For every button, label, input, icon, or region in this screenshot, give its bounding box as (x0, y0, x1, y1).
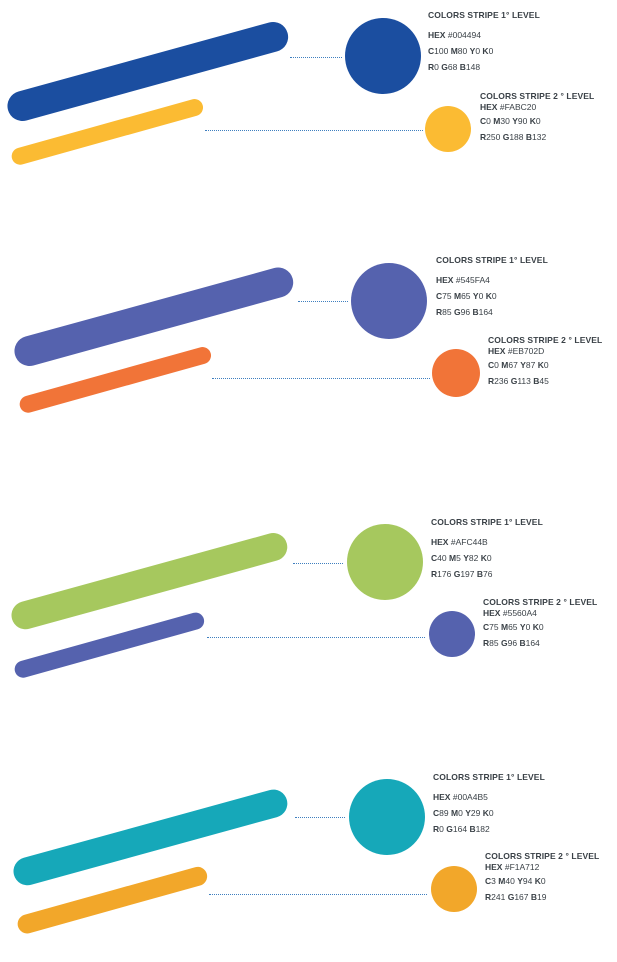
rgb-line: R241 G167 B19 (485, 892, 547, 902)
primary-color-swatch (347, 524, 423, 600)
hex-line: HEX #545FA4 (436, 275, 490, 285)
primary-title: COLORS STRIPE 1° LEVEL (428, 10, 540, 20)
primary-title: COLORS STRIPE 1° LEVEL (433, 772, 545, 782)
secondary-connector-dots (205, 130, 423, 131)
cmyk-line: C0 M67 Y87 K0 (488, 360, 549, 370)
primary-connector-dots (295, 817, 345, 818)
cmyk-line: C3 M40 Y94 K0 (485, 876, 546, 886)
secondary-connector-dots (209, 894, 427, 895)
cmyk-line: C40 M5 Y82 K0 (431, 553, 492, 563)
rgb-line: R236 G113 B45 (488, 376, 549, 386)
primary-color-info: COLORS STRIPE 1° LEVEL HEX #545FA4 C75 M… (436, 254, 548, 320)
hex-line: HEX #AFC44B (431, 537, 488, 547)
secondary-connector-dots (207, 637, 425, 638)
cmyk-line: C0 M30 Y90 K0 (480, 116, 541, 126)
secondary-color-info: COLORS STRIPE 2 ° LEVEL HEX #FABC20 C0 M… (480, 90, 594, 145)
secondary-color-info: COLORS STRIPE 2 ° LEVEL HEX #F1A712 C3 M… (485, 850, 599, 905)
hex-line: HEX #004494 (428, 30, 481, 40)
color-group-1: COLORS STRIPE 1° LEVEL HEX #004494 C100 … (0, 0, 617, 200)
secondary-color-info: COLORS STRIPE 2 ° LEVEL HEX #EB702D C0 M… (488, 334, 602, 389)
primary-color-swatch (349, 779, 425, 855)
primary-color-info: COLORS STRIPE 1° LEVEL HEX #AFC44B C40 M… (431, 516, 543, 582)
hex-line: HEX #EB702D (488, 346, 545, 356)
secondary-color-swatch (431, 866, 477, 912)
primary-color-info: COLORS STRIPE 1° LEVEL HEX #004494 C100 … (428, 9, 540, 75)
primary-stripe (4, 18, 292, 125)
primary-stripe (11, 264, 297, 370)
primary-color-swatch (345, 18, 421, 94)
secondary-color-swatch (425, 106, 471, 152)
secondary-color-swatch (429, 611, 475, 657)
primary-color-info: COLORS STRIPE 1° LEVEL HEX #00A4B5 C89 M… (433, 771, 545, 837)
primary-color-swatch (351, 263, 427, 339)
cmyk-line: C89 M0 Y29 K0 (433, 808, 494, 818)
primary-connector-dots (298, 301, 348, 302)
secondary-title: COLORS STRIPE 2 ° LEVEL (488, 335, 603, 345)
primary-connector-dots (293, 563, 343, 564)
primary-stripe (10, 786, 291, 889)
hex-line: HEX #00A4B5 (433, 792, 488, 802)
color-group-4: COLORS STRIPE 1° LEVEL HEX #00A4B5 C89 M… (0, 762, 617, 962)
cmyk-line: C100 M80 Y0 K0 (428, 46, 494, 56)
rgb-line: R85 G96 B164 (483, 638, 540, 648)
secondary-color-swatch (432, 349, 480, 397)
primary-connector-dots (290, 57, 342, 58)
primary-title: COLORS STRIPE 1° LEVEL (431, 517, 543, 527)
secondary-title: COLORS STRIPE 2 ° LEVEL (485, 851, 600, 861)
secondary-title: COLORS STRIPE 2 ° LEVEL (480, 91, 595, 101)
rgb-line: R250 G188 B132 (480, 132, 547, 142)
hex-line: HEX #5560A4 (483, 608, 537, 618)
secondary-color-info: COLORS STRIPE 2 ° LEVEL HEX #5560A4 C75 … (483, 596, 597, 651)
hex-line: HEX #FABC20 (480, 102, 537, 112)
primary-title: COLORS STRIPE 1° LEVEL (436, 255, 548, 265)
color-group-3: COLORS STRIPE 1° LEVEL HEX #AFC44B C40 M… (0, 507, 617, 707)
rgb-line: R85 G96 B164 (436, 307, 493, 317)
hex-line: HEX #F1A712 (485, 862, 540, 872)
color-group-2: COLORS STRIPE 1° LEVEL HEX #545FA4 C75 M… (0, 245, 617, 445)
hex-value: #004494 (447, 30, 481, 40)
rgb-line: R0 G68 B148 (428, 62, 481, 72)
cmyk-line: C75 M65 Y0 K0 (436, 291, 497, 301)
cmyk-line: C75 M65 Y0 K0 (483, 622, 544, 632)
primary-stripe (8, 529, 291, 633)
rgb-line: R0 G164 B182 (433, 824, 490, 834)
rgb-line: R176 G197 B76 (431, 569, 493, 579)
secondary-title: COLORS STRIPE 2 ° LEVEL (483, 597, 598, 607)
secondary-connector-dots (212, 378, 430, 379)
